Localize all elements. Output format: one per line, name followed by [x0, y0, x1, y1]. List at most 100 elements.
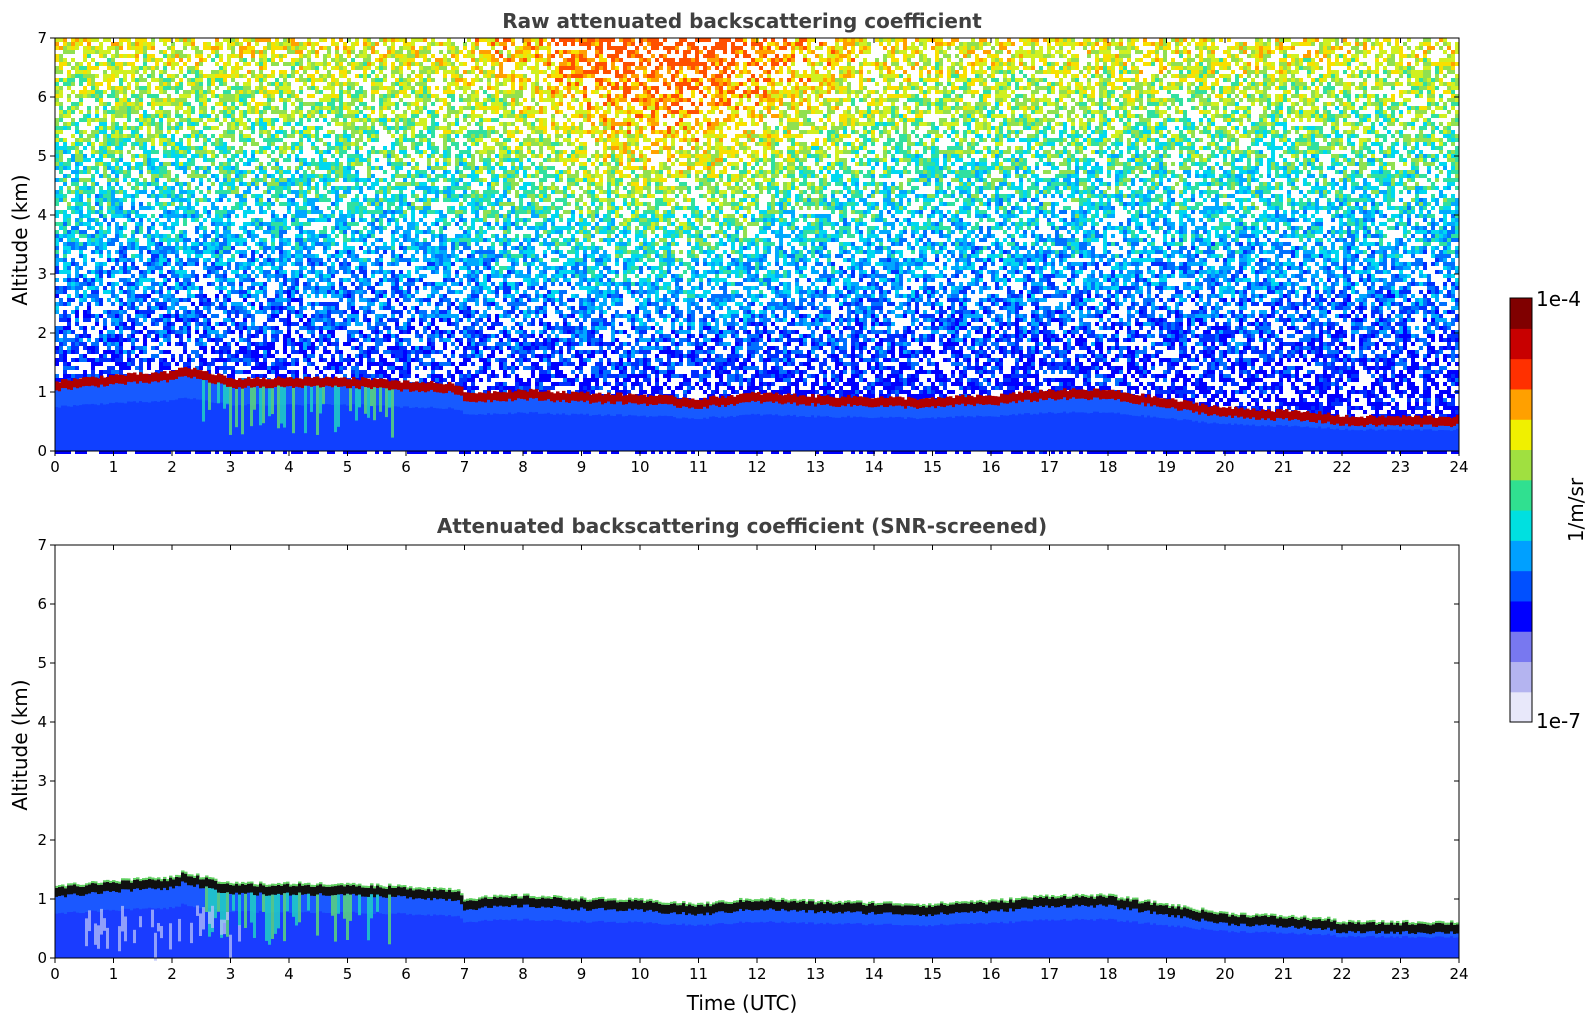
noise-cell [131, 338, 135, 342]
noise-cell [63, 338, 67, 342]
noise-cell [195, 170, 199, 174]
noise-cell [63, 142, 67, 146]
noise-cell [155, 338, 159, 342]
noise-cell [55, 150, 59, 154]
noise-cell [323, 286, 327, 290]
noise-cell [139, 86, 143, 90]
noise-cell [303, 246, 307, 250]
noise-cell [55, 210, 59, 214]
noise-cell [191, 262, 195, 266]
noise-cell [263, 50, 267, 54]
noise-cell [231, 286, 235, 290]
noise-cell [327, 82, 331, 86]
noise-cell [335, 226, 339, 230]
noise-cell [119, 146, 123, 150]
noise-cell [135, 338, 139, 342]
noise-cell [255, 218, 259, 222]
noise-cell [243, 134, 247, 138]
noise-cell [307, 270, 311, 274]
noise-cell [235, 250, 239, 254]
noise-cell [199, 294, 203, 298]
noise-cell [291, 62, 295, 66]
noise-cell [195, 274, 199, 278]
noise-cell [339, 62, 343, 66]
noise-cell [231, 182, 235, 186]
noise-cell [119, 78, 123, 82]
noise-cell [235, 350, 239, 354]
noise-cell [287, 166, 291, 170]
noise-cell [207, 266, 211, 270]
noise-cell [135, 50, 139, 54]
noise-cell [171, 354, 175, 358]
noise-cell [135, 318, 139, 322]
noise-cell [323, 338, 327, 342]
noise-cell [135, 310, 139, 314]
noise-cell [335, 166, 339, 170]
noise-cell [203, 358, 207, 362]
noise-cell [191, 250, 195, 254]
noise-cell [55, 286, 59, 290]
noise-cell [227, 98, 231, 102]
noise-cell [263, 258, 267, 262]
noise-cell [147, 102, 151, 106]
noise-cell [71, 282, 75, 286]
noise-cell [87, 338, 91, 342]
noise-cell [323, 94, 327, 98]
noise-cell [183, 110, 187, 114]
noise-cell [271, 122, 275, 126]
noise-cell [111, 314, 115, 318]
noise-cell [195, 202, 199, 206]
noise-cell [279, 250, 283, 254]
noise-cell [323, 86, 327, 90]
noise-cell [203, 318, 207, 322]
noise-cell [127, 362, 131, 366]
noise-cell [115, 282, 119, 286]
noise-cell [315, 346, 319, 350]
noise-cell [335, 218, 339, 222]
noise-cell [227, 290, 231, 294]
noise-cell [311, 354, 315, 358]
noise-cell [159, 38, 163, 42]
noise-cell [195, 342, 199, 346]
noise-cell [83, 154, 87, 158]
noise-cell [259, 282, 263, 286]
noise-cell [135, 102, 139, 106]
noise-cell [327, 290, 331, 294]
noise-cell [131, 238, 135, 242]
noise-cell [67, 238, 71, 242]
noise-cell [235, 66, 239, 70]
noise-cell [271, 266, 275, 270]
noise-cell [95, 266, 99, 270]
noise-cell [267, 90, 271, 94]
noise-cell [231, 98, 235, 102]
noise-cell [327, 214, 331, 218]
noise-cell [279, 218, 283, 222]
noise-cell [275, 246, 279, 250]
noise-cell [235, 274, 239, 278]
noise-cell [103, 334, 107, 338]
noise-cell [155, 254, 159, 258]
noise-cell [67, 246, 71, 250]
noise-cell [103, 54, 107, 58]
noise-cell [131, 62, 135, 66]
noise-cell [247, 190, 251, 194]
noise-cell [111, 110, 115, 114]
noise-cell [131, 42, 135, 46]
noise-cell [331, 282, 335, 286]
noise-cell [151, 102, 155, 106]
noise-cell [163, 334, 167, 338]
noise-cell [347, 106, 351, 110]
noise-cell [127, 298, 131, 302]
noise-cell [275, 146, 279, 150]
noise-cell [203, 106, 207, 110]
noise-cell [63, 194, 67, 198]
noise-cell [255, 222, 259, 226]
noise-cell [267, 306, 271, 310]
noise-cell [295, 298, 299, 302]
noise-cell [155, 102, 159, 106]
noise-cell [59, 298, 63, 302]
noise-cell [99, 206, 103, 210]
noise-cell [79, 66, 83, 70]
noise-cell [311, 322, 315, 326]
noise-cell [203, 210, 207, 214]
